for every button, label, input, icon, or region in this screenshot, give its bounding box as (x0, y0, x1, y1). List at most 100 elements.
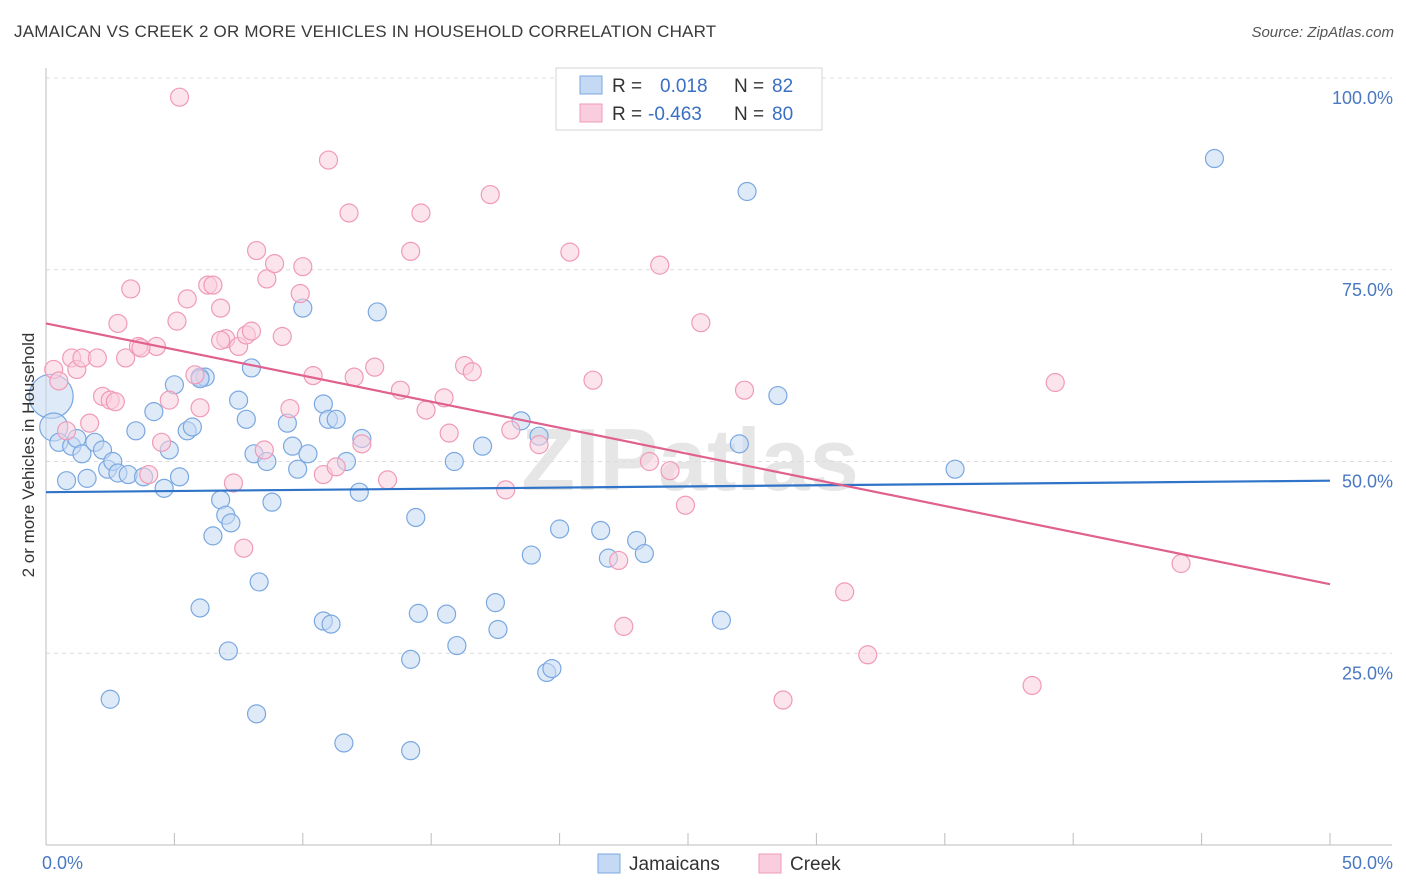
jamaicans-point (154, 478, 174, 498)
creek-point (190, 398, 210, 418)
jamaicans-point (298, 444, 318, 464)
creek-point (439, 423, 459, 443)
jamaicans-point (729, 434, 749, 454)
creek-point (773, 690, 793, 710)
jamaicans-point (249, 572, 269, 592)
jamaicans-point (408, 603, 428, 623)
creek-point (650, 255, 670, 275)
creek-point (87, 348, 107, 368)
jamaicans-point (444, 451, 464, 472)
x-tick-label-min: 0.0% (42, 853, 83, 873)
creek-point (105, 392, 125, 412)
jamaicans-point (77, 468, 97, 488)
watermark: ZIPatlas (521, 410, 858, 509)
jamaicans-point (246, 704, 267, 724)
jamaicans-point (144, 402, 164, 422)
jamaicans-point (549, 519, 570, 539)
creek-point (211, 330, 231, 350)
creek-point (211, 298, 231, 318)
trend-lines (45, 322, 1331, 586)
creek-point (254, 440, 274, 460)
creek-point (529, 435, 549, 455)
creek-point (675, 495, 696, 515)
creek-point (159, 390, 179, 410)
axes (45, 68, 1392, 846)
jamaicans-point (437, 604, 457, 624)
creek-point (496, 480, 516, 500)
creek-point (139, 464, 159, 485)
legend-n-label-1: N = (734, 76, 764, 97)
legend-r-value-1: 0.018 (660, 76, 708, 97)
creek-point (344, 367, 364, 387)
legend-n-label-2: N = (734, 104, 764, 125)
watermark-text: ZIPatlas (521, 410, 858, 509)
creek-point (1022, 675, 1042, 696)
jamaicans-point (472, 436, 493, 456)
jamaicans-point (241, 358, 262, 378)
jamaicans-point (521, 545, 541, 565)
legend-swatch-jamaicans (579, 75, 603, 95)
creek-point (290, 283, 310, 304)
creek-point (116, 348, 136, 368)
creek-point (234, 538, 254, 558)
creek-point (1045, 372, 1065, 393)
creek-point (365, 357, 385, 377)
jamaicans-point (367, 302, 387, 322)
y-tick-label: 25.0% (1342, 663, 1393, 683)
creek-trend-line (45, 322, 1331, 586)
creek-point (241, 321, 262, 341)
jamaicans-point (190, 598, 210, 618)
creek-point (49, 371, 69, 391)
y-tick-label: 100.0% (1332, 88, 1393, 108)
jamaicans-point (236, 409, 256, 429)
creek-point (108, 313, 128, 334)
jamaicans-point (169, 467, 190, 487)
jamaicans-point (221, 513, 241, 533)
legend-r-value-2: -0.463 (648, 104, 702, 125)
jamaicans-point (349, 482, 369, 502)
creek-point (326, 457, 346, 477)
legend-n-value-1: 82 (772, 76, 793, 97)
creek-point (416, 400, 436, 420)
jamaicans-point (326, 409, 346, 429)
jamaicans-point (634, 543, 654, 564)
creek-point (318, 150, 339, 170)
legend-r-label-2: R = (612, 104, 642, 125)
creek-point (734, 380, 755, 400)
jamaicans-point (72, 444, 92, 464)
bottom-legend-creek: Creek (790, 854, 841, 875)
jamaicans-point (288, 459, 308, 479)
y-tick-label: 50.0% (1342, 472, 1393, 492)
creek-point (1171, 553, 1191, 574)
creek-point (614, 616, 634, 637)
creek-point (583, 370, 603, 390)
creek-point (480, 184, 500, 205)
y-tick-label: 75.0% (1342, 280, 1393, 300)
creek-point (257, 269, 277, 289)
jamaicans-point (737, 181, 757, 202)
creek-point (401, 241, 421, 261)
creek-point (501, 420, 521, 440)
creek-point (293, 257, 313, 277)
creek-points (44, 87, 1191, 710)
chart-source: Source: ZipAtlas.com (1251, 24, 1394, 41)
jamaicans-point (711, 610, 731, 630)
legend-swatch-creek (579, 103, 603, 123)
creek-point (56, 421, 77, 441)
jamaicans-point (321, 614, 341, 634)
creek-point (352, 434, 372, 454)
jamaicans-point (406, 507, 426, 528)
jamaicans-trend-line (45, 479, 1331, 494)
creek-point (462, 362, 482, 382)
jamaicans-point (447, 635, 467, 656)
jamaicans-point (100, 689, 120, 709)
jamaicans-point (218, 641, 238, 661)
creek-point (835, 582, 855, 602)
creek-point (377, 470, 398, 490)
jamaicans-point (229, 390, 249, 410)
legend: R = 0.018 N = 82 R = -0.463 N = 80 (555, 67, 823, 131)
jamaicans-point (591, 520, 611, 541)
jamaicans-point (56, 471, 77, 491)
creek-point (639, 451, 660, 472)
creek-point (223, 473, 244, 493)
